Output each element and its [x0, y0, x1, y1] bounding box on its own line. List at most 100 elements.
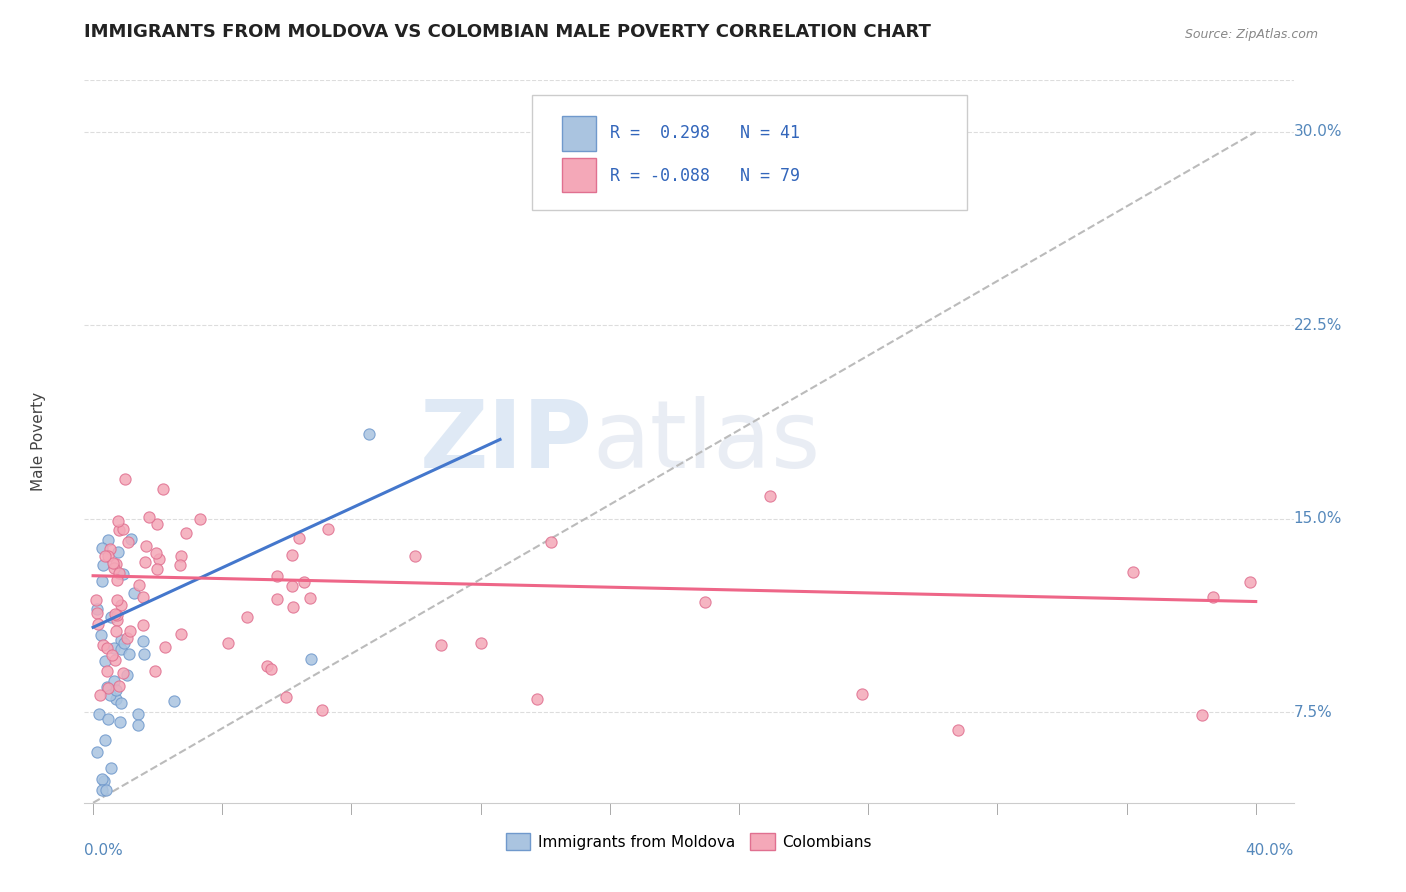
- Point: [1201, 590, 1223, 604]
- Point: [110, 714, 132, 729]
- Point: [110, 696, 132, 710]
- Point: [108, 680, 131, 694]
- Point: [91, 558, 114, 573]
- Text: 40.0%: 40.0%: [1246, 843, 1294, 857]
- Point: [97, 681, 120, 695]
- Point: [128, 577, 150, 591]
- Point: [281, 548, 304, 562]
- Point: [1122, 565, 1144, 579]
- Point: [107, 545, 129, 559]
- Point: [87, 706, 110, 721]
- Point: [117, 631, 139, 645]
- Point: [87, 617, 110, 632]
- Point: [1191, 707, 1213, 722]
- Point: [122, 585, 145, 599]
- Point: [105, 573, 128, 587]
- Point: [526, 691, 548, 706]
- Point: [94, 783, 117, 797]
- Point: [105, 683, 128, 698]
- Point: [89, 688, 111, 702]
- Point: [105, 607, 128, 622]
- Point: [103, 561, 125, 575]
- Point: [91, 638, 114, 652]
- Point: [104, 624, 127, 639]
- Point: [115, 668, 138, 682]
- Point: [174, 526, 197, 541]
- Point: [104, 692, 127, 706]
- Point: [946, 723, 969, 738]
- Text: Male Poverty: Male Poverty: [31, 392, 46, 491]
- Point: [100, 648, 122, 662]
- Point: [135, 539, 157, 553]
- Text: 7.5%: 7.5%: [1294, 705, 1333, 720]
- Point: [107, 515, 129, 529]
- Point: [169, 558, 191, 573]
- Text: IMMIGRANTS FROM MOLDOVA VS COLOMBIAN MALE POVERTY CORRELATION CHART: IMMIGRANTS FROM MOLDOVA VS COLOMBIAN MAL…: [84, 22, 931, 40]
- Point: [90, 783, 112, 797]
- Point: [145, 546, 167, 560]
- Point: [108, 566, 131, 580]
- Point: [851, 687, 873, 701]
- Point: [90, 628, 112, 642]
- Point: [318, 522, 340, 536]
- Point: [103, 641, 125, 656]
- Point: [94, 654, 117, 668]
- Point: [188, 512, 211, 526]
- Point: [86, 602, 108, 616]
- Point: [146, 517, 169, 532]
- Text: 0.0%: 0.0%: [84, 843, 124, 857]
- Point: [299, 652, 322, 666]
- Point: [287, 531, 309, 545]
- Point: [100, 761, 122, 775]
- Text: 15.0%: 15.0%: [1294, 511, 1341, 526]
- Point: [146, 562, 169, 576]
- Point: [100, 610, 122, 624]
- Point: [311, 703, 333, 717]
- Point: [404, 549, 426, 564]
- Point: [117, 535, 139, 549]
- Point: [148, 552, 170, 566]
- Point: [103, 556, 125, 570]
- Bar: [562, 117, 596, 151]
- Point: [96, 640, 118, 655]
- Point: [256, 659, 278, 673]
- FancyBboxPatch shape: [531, 95, 967, 211]
- Text: R = -0.088   N = 79: R = -0.088 N = 79: [610, 167, 800, 185]
- Text: Source: ZipAtlas.com: Source: ZipAtlas.com: [1185, 28, 1317, 40]
- Point: [759, 489, 782, 503]
- Point: [292, 574, 315, 589]
- Point: [152, 482, 174, 496]
- Point: [134, 555, 156, 569]
- Point: [91, 541, 114, 555]
- Point: [107, 593, 129, 607]
- Point: [86, 745, 108, 759]
- Point: [540, 535, 562, 549]
- Point: [359, 427, 381, 442]
- Point: [132, 648, 155, 662]
- Point: [96, 665, 118, 679]
- Point: [153, 640, 176, 655]
- Text: 22.5%: 22.5%: [1294, 318, 1341, 333]
- Point: [111, 666, 134, 681]
- Point: [104, 653, 127, 667]
- Point: [94, 549, 117, 563]
- Point: [86, 606, 108, 620]
- Point: [274, 690, 297, 705]
- Text: ZIP: ZIP: [419, 395, 592, 488]
- Point: [217, 636, 239, 650]
- Point: [97, 712, 120, 726]
- Point: [110, 642, 132, 657]
- Point: [93, 733, 115, 747]
- Point: [693, 595, 716, 609]
- Point: [236, 610, 259, 624]
- Point: [131, 618, 153, 632]
- Point: [118, 648, 141, 662]
- Point: [132, 634, 155, 648]
- Point: [90, 574, 112, 588]
- Point: [266, 592, 288, 607]
- Point: [97, 549, 120, 564]
- Point: [260, 662, 283, 676]
- Point: [110, 633, 132, 648]
- Point: [97, 533, 120, 548]
- Bar: [562, 158, 596, 193]
